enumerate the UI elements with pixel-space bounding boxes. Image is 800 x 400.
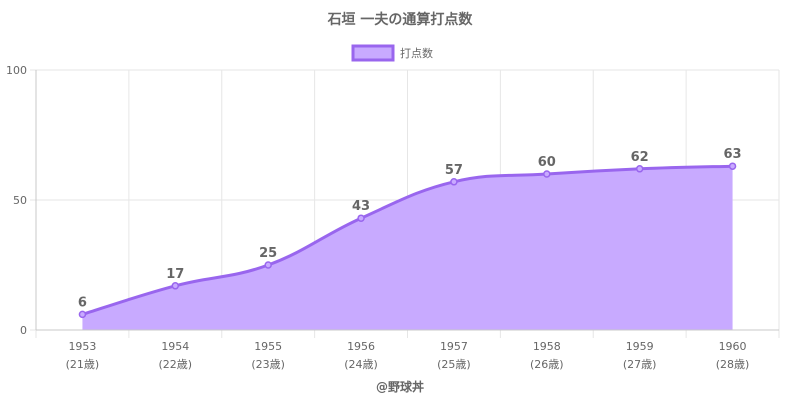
- data-points: [78, 162, 737, 319]
- chart-title: 石垣 一夫の通算打点数: [327, 11, 474, 28]
- y-tick-label: 0: [20, 324, 27, 337]
- series-area: [81, 164, 733, 330]
- data-label: 6: [78, 295, 87, 310]
- legend-label: 打点数: [400, 46, 433, 60]
- x-tick-label: 1955: [254, 340, 282, 353]
- x-tick-sublabel: (21歳): [66, 358, 100, 371]
- data-point[interactable]: [635, 165, 644, 173]
- data-point[interactable]: [78, 310, 87, 319]
- data-label: 25: [259, 246, 277, 261]
- x-tick-label: 1953: [68, 340, 96, 353]
- y-tick-label: 100: [6, 64, 27, 77]
- series-line: [81, 164, 733, 316]
- data-point[interactable]: [264, 261, 272, 269]
- legend[interactable]: 打点数: [351, 44, 433, 62]
- data-point[interactable]: [171, 282, 180, 290]
- x-tick-label: 1960: [719, 340, 747, 353]
- data-label: 63: [724, 147, 742, 162]
- legend-swatch: [351, 44, 395, 62]
- data-point[interactable]: [543, 170, 551, 178]
- data-point[interactable]: [357, 214, 365, 222]
- x-tick-sublabel: (28歳): [716, 358, 750, 371]
- x-tick-label: 1956: [347, 340, 375, 353]
- x-tick-label: 1959: [626, 340, 654, 353]
- x-tick-sublabel: (27歳): [623, 358, 657, 371]
- data-label: 57: [445, 163, 463, 178]
- x-tick-label: 1954: [161, 340, 189, 353]
- data-labels: 6 17 25 43 57 60 62 63: [78, 147, 742, 310]
- data-label: 17: [166, 267, 184, 282]
- data-point[interactable]: [728, 162, 737, 170]
- x-tick-label: 1958: [533, 340, 561, 353]
- data-label: 62: [631, 150, 649, 165]
- x-tick-sublabel: (26歳): [530, 358, 564, 371]
- data-label: 43: [352, 199, 370, 214]
- y-tick-label: 50: [13, 194, 27, 207]
- axes: 0 50 100 1953 (21歳) 1954 (22歳) 1955 (23歳) 1956 (24…: [6, 64, 779, 371]
- data-label: 60: [538, 155, 556, 170]
- x-tick-sublabel: (23歳): [251, 358, 285, 371]
- data-point[interactable]: [450, 178, 458, 186]
- area-fill: [82, 166, 733, 330]
- x-tick-label: 1957: [440, 340, 468, 353]
- x-tick-sublabel: (25歳): [437, 358, 471, 371]
- x-tick-sublabel: (22歳): [159, 358, 193, 371]
- x-axis-label: @野球丼: [376, 379, 424, 394]
- x-tick-sublabel: (24歳): [344, 358, 378, 371]
